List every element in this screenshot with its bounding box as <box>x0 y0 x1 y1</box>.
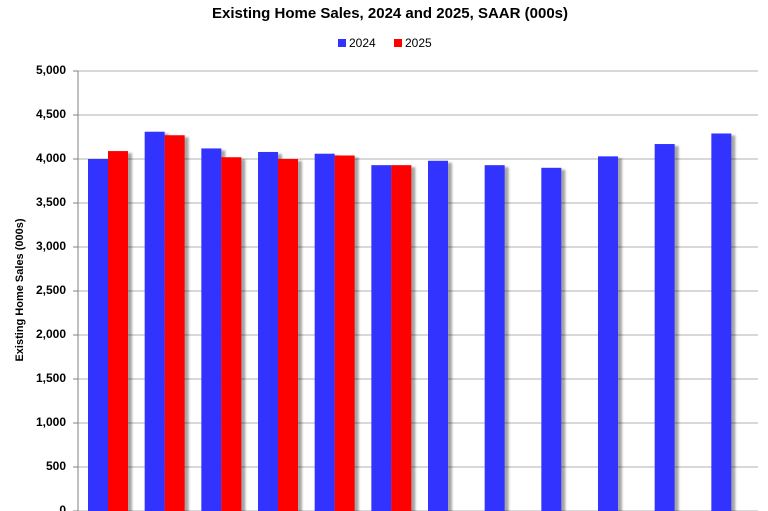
bar <box>484 165 505 511</box>
bar <box>428 160 448 511</box>
bar <box>201 148 222 511</box>
bar <box>541 167 562 511</box>
bar <box>391 165 412 511</box>
y-axis-label: Existing Home Sales (000s) <box>14 218 26 361</box>
bar <box>221 157 242 511</box>
y-tick-label: 500 <box>46 459 66 473</box>
bar <box>108 151 128 511</box>
y-tick-label: 4,000 <box>36 151 66 165</box>
y-tick-label: 3,500 <box>36 195 66 209</box>
bar <box>88 159 108 511</box>
chart-title: Existing Home Sales, 2024 and 2025, SAAR… <box>212 5 568 22</box>
bar <box>258 151 278 511</box>
bar <box>371 165 392 511</box>
y-tick-label: 1,000 <box>36 415 66 429</box>
y-tick-label: 2,500 <box>36 283 66 297</box>
bar <box>144 131 165 511</box>
y-tick-label: 3,000 <box>36 239 66 253</box>
legend-swatch <box>394 39 402 47</box>
y-tick-label: 1,500 <box>36 371 66 385</box>
bar <box>334 155 355 511</box>
legend-label: 2025 <box>405 36 432 50</box>
bar <box>654 144 675 511</box>
y-tick-label: 4,500 <box>36 107 66 121</box>
bar <box>711 133 732 511</box>
legend-swatch <box>338 39 346 47</box>
bar <box>314 153 335 511</box>
y-tick-label: 5,000 <box>36 63 66 77</box>
bar <box>164 135 185 511</box>
bar <box>598 156 618 511</box>
y-tick-label: 2,000 <box>36 327 66 341</box>
bar <box>278 159 298 511</box>
legend-label: 2024 <box>349 36 376 50</box>
y-tick-label: 0 <box>59 503 66 511</box>
